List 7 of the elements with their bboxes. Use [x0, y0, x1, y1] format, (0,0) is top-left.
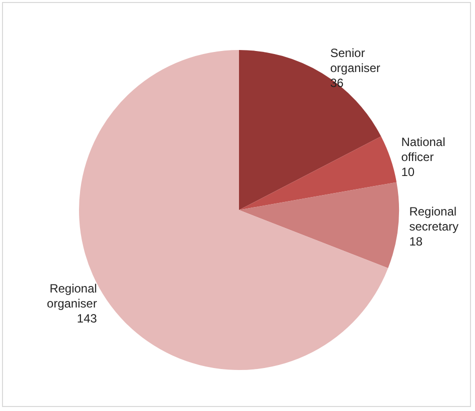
slice-label: Regional organiser: [46, 282, 97, 311]
data-label: 10: [401, 164, 415, 179]
slice-label: Regional secretary: [409, 204, 459, 234]
slice-label: National officer: [401, 134, 446, 164]
slice-label: Senior organiser: [330, 46, 380, 76]
data-label: 18: [409, 234, 423, 248]
data-label: 143: [76, 312, 98, 326]
